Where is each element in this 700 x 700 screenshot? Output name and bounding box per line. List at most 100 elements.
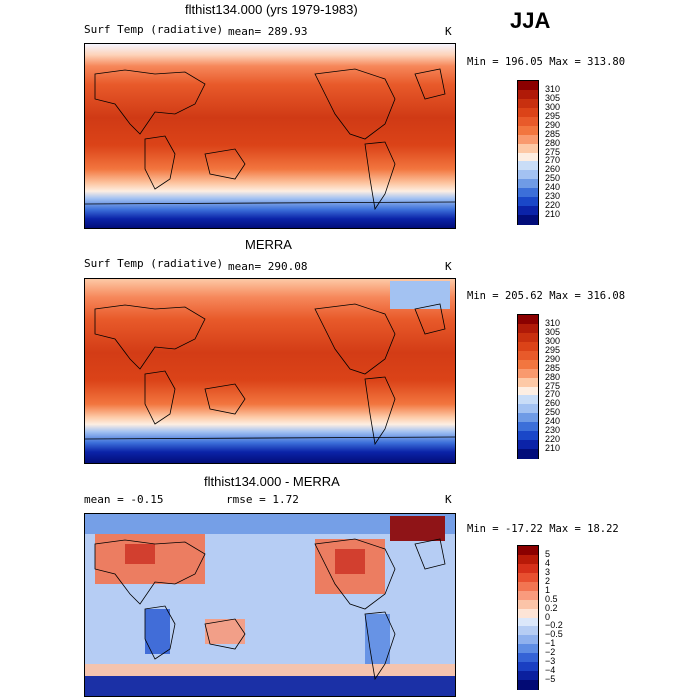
panel-3-rmse: rmse = 1.72 bbox=[226, 493, 299, 506]
colorbar-tick-label: 0.5 bbox=[545, 593, 558, 604]
colorbar-swatch bbox=[518, 386, 538, 396]
colorbar-tick-label: 0.2 bbox=[545, 602, 558, 613]
colorbar-swatch bbox=[518, 608, 538, 618]
colorbar-swatch bbox=[518, 404, 538, 414]
colorbar-tick-label: 5 bbox=[545, 548, 551, 559]
panel-3-min-label: Min = bbox=[467, 523, 499, 535]
colorbar-tick-label: 230 bbox=[545, 191, 561, 202]
panel-1-map-field bbox=[85, 44, 455, 228]
panel-1-variable-label: Surf Temp (radiative) bbox=[84, 23, 224, 36]
colorbar-tick-label: −5 bbox=[545, 674, 556, 685]
colorbar-tick-label: 270 bbox=[545, 155, 561, 166]
colorbar-tick-label: 280 bbox=[545, 371, 561, 382]
colorbar-tick-label: 250 bbox=[545, 407, 561, 418]
colorbar-swatch bbox=[518, 206, 538, 216]
colorbar-tick-label: −2 bbox=[545, 647, 556, 658]
panel-3-min-value: -17.22 bbox=[504, 523, 543, 535]
colorbar-swatch bbox=[518, 197, 538, 207]
panel-2-max-value: 316.08 bbox=[587, 290, 626, 302]
panel-3-minmax: Min = -17.22 Max = 18.22 bbox=[467, 523, 619, 535]
panel-2-colorbar bbox=[517, 314, 539, 459]
panel-1-max-label: Max = bbox=[549, 56, 581, 68]
colorbar-tick-label: 2 bbox=[545, 575, 551, 586]
colorbar-swatch bbox=[518, 81, 538, 91]
colorbar-swatch bbox=[518, 179, 538, 189]
colorbar-swatch bbox=[518, 449, 538, 459]
colorbar-swatch bbox=[518, 125, 538, 136]
panel-2-mean: mean= 290.08 bbox=[228, 260, 308, 273]
colorbar-swatch bbox=[518, 626, 538, 636]
panel-2-variable-label: Surf Temp (radiative) bbox=[84, 257, 224, 270]
colorbar-tick-label: 0 bbox=[545, 611, 551, 622]
colorbar-tick-label: 250 bbox=[545, 173, 561, 184]
colorbar-swatch bbox=[518, 116, 538, 127]
colorbar-swatch bbox=[518, 590, 538, 601]
colorbar-swatch bbox=[518, 350, 538, 361]
panel-2-units: K bbox=[445, 260, 452, 273]
colorbar-swatch bbox=[518, 413, 538, 423]
colorbar-swatch bbox=[518, 599, 538, 610]
panel-1-map bbox=[84, 43, 456, 229]
colorbar-swatch bbox=[518, 395, 538, 405]
colorbar-tick-label: 210 bbox=[545, 443, 561, 454]
colorbar-tick-label: 285 bbox=[545, 128, 561, 139]
panel-3-map bbox=[84, 513, 456, 697]
colorbar-swatch bbox=[518, 143, 538, 153]
colorbar-tick-label: 310 bbox=[545, 317, 561, 328]
colorbar-swatch bbox=[518, 563, 538, 574]
panel-1-colorbar-swatches bbox=[518, 81, 538, 225]
colorbar-swatch bbox=[518, 581, 538, 592]
colorbar-swatch bbox=[518, 332, 538, 343]
panel-2-max-label: Max = bbox=[549, 290, 581, 302]
colorbar-swatch bbox=[518, 546, 538, 556]
colorbar-tick-label: −3 bbox=[545, 656, 556, 667]
colorbar-swatch bbox=[518, 431, 538, 441]
panel-2-title: MERRA bbox=[245, 237, 292, 252]
panel-3-rmse-value: 1.72 bbox=[272, 493, 299, 506]
colorbar-swatch bbox=[518, 644, 538, 654]
colorbar-tick-label: −0.5 bbox=[545, 629, 563, 640]
colorbar-tick-label: 295 bbox=[545, 344, 561, 355]
panel-1-units: K bbox=[445, 25, 452, 38]
colorbar-tick-label: 3 bbox=[545, 566, 551, 577]
panel-3-mean: mean = -0.15 bbox=[84, 493, 164, 506]
colorbar-swatch bbox=[518, 188, 538, 198]
panel-3-colorbar-swatches bbox=[518, 546, 538, 690]
colorbar-tick-label: 305 bbox=[545, 326, 561, 337]
panel-2-map-field bbox=[85, 279, 455, 463]
colorbar-tick-label: 260 bbox=[545, 164, 561, 175]
colorbar-tick-label: 220 bbox=[545, 434, 561, 445]
panel-2-map bbox=[84, 278, 456, 464]
colorbar-tick-label: 310 bbox=[545, 83, 561, 94]
panel-1-min-label: Min = bbox=[467, 56, 499, 68]
panel-3-map-field bbox=[85, 514, 455, 696]
colorbar-tick-label: 210 bbox=[545, 209, 561, 220]
colorbar-swatch bbox=[518, 422, 538, 432]
colorbar-swatch bbox=[518, 440, 538, 450]
colorbar-swatch bbox=[518, 134, 538, 145]
colorbar-tick-label: 290 bbox=[545, 353, 561, 364]
colorbar-tick-label: 295 bbox=[545, 110, 561, 121]
colorbar-swatch bbox=[518, 671, 538, 681]
colorbar-tick-label: 285 bbox=[545, 362, 561, 373]
colorbar-tick-label: 220 bbox=[545, 200, 561, 211]
panel-2-mean-value: 290.08 bbox=[267, 260, 308, 273]
panel-1-mean-value: 289.93 bbox=[267, 25, 308, 38]
panel-1-colorbar bbox=[517, 80, 539, 225]
colorbar-tick-label: −0.2 bbox=[545, 620, 563, 631]
colorbar-tick-label: 300 bbox=[545, 101, 561, 112]
colorbar-swatch bbox=[518, 170, 538, 180]
colorbar-tick-label: −4 bbox=[545, 665, 556, 676]
colorbar-tick-label: 260 bbox=[545, 398, 561, 409]
colorbar-swatch bbox=[518, 653, 538, 663]
colorbar-swatch bbox=[518, 635, 538, 645]
panel-2-colorbar-labels: 310 305 300 295 290 285 280 275 270 260 250 240 230 2… bbox=[545, 314, 585, 459]
colorbar-swatch bbox=[518, 680, 538, 690]
panel-3-colorbar bbox=[517, 545, 539, 690]
colorbar-swatch bbox=[518, 359, 538, 370]
colorbar-tick-label: 305 bbox=[545, 92, 561, 103]
panel-3-rmse-label: rmse = bbox=[226, 493, 266, 506]
panel-3-max-value: 18.22 bbox=[587, 523, 619, 535]
colorbar-swatch bbox=[518, 662, 538, 672]
panel-3-mean-value: -0.15 bbox=[130, 493, 164, 506]
